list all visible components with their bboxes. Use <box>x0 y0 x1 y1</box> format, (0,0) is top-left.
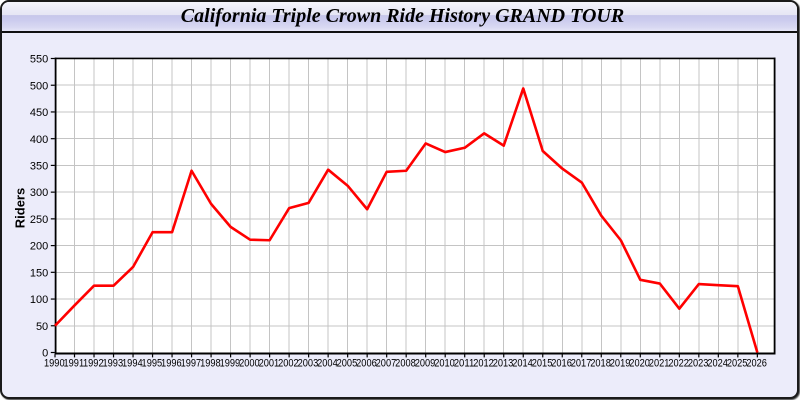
svg-text:2024: 2024 <box>707 358 728 370</box>
svg-text:2025: 2025 <box>727 358 748 370</box>
svg-text:2003: 2003 <box>298 358 319 370</box>
svg-text:2000: 2000 <box>239 358 260 370</box>
svg-text:1994: 1994 <box>122 358 143 370</box>
svg-text:1998: 1998 <box>200 358 221 370</box>
svg-text:100: 100 <box>30 294 48 306</box>
svg-text:150: 150 <box>30 267 48 279</box>
svg-text:2009: 2009 <box>415 358 436 370</box>
svg-text:2020: 2020 <box>629 358 650 370</box>
svg-text:450: 450 <box>30 107 48 119</box>
svg-text:2015: 2015 <box>532 358 553 370</box>
svg-text:2021: 2021 <box>649 358 670 370</box>
svg-text:1997: 1997 <box>181 358 202 370</box>
svg-text:2013: 2013 <box>493 358 514 370</box>
svg-text:2026: 2026 <box>746 358 767 370</box>
svg-text:350: 350 <box>30 161 48 173</box>
svg-text:250: 250 <box>30 214 48 226</box>
svg-text:1990: 1990 <box>44 358 65 370</box>
svg-text:Riders: Riders <box>13 188 28 228</box>
svg-text:2016: 2016 <box>551 358 572 370</box>
svg-text:2010: 2010 <box>434 358 455 370</box>
svg-text:300: 300 <box>30 187 48 199</box>
svg-text:550: 550 <box>30 54 48 66</box>
svg-text:50: 50 <box>36 321 48 333</box>
svg-text:2019: 2019 <box>610 358 631 370</box>
svg-text:2005: 2005 <box>337 358 358 370</box>
svg-text:0: 0 <box>42 348 48 360</box>
svg-text:1999: 1999 <box>220 358 241 370</box>
svg-text:2014: 2014 <box>512 358 533 370</box>
svg-text:500: 500 <box>30 80 48 92</box>
svg-text:2011: 2011 <box>454 358 475 370</box>
svg-text:2012: 2012 <box>473 358 494 370</box>
svg-text:2018: 2018 <box>590 358 611 370</box>
svg-text:2006: 2006 <box>356 358 377 370</box>
svg-text:2008: 2008 <box>395 358 416 370</box>
svg-text:1995: 1995 <box>142 358 163 370</box>
svg-text:1992: 1992 <box>83 358 104 370</box>
svg-text:1996: 1996 <box>161 358 182 370</box>
svg-text:2001: 2001 <box>259 358 280 370</box>
svg-text:400: 400 <box>30 134 48 146</box>
svg-text:2002: 2002 <box>278 358 299 370</box>
svg-text:2017: 2017 <box>571 358 592 370</box>
svg-text:2007: 2007 <box>376 358 397 370</box>
svg-text:200: 200 <box>30 241 48 253</box>
svg-text:2004: 2004 <box>317 358 338 370</box>
svg-text:1993: 1993 <box>103 358 124 370</box>
svg-text:2023: 2023 <box>688 358 709 370</box>
svg-text:1991: 1991 <box>64 358 85 370</box>
svg-text:2022: 2022 <box>668 358 689 370</box>
